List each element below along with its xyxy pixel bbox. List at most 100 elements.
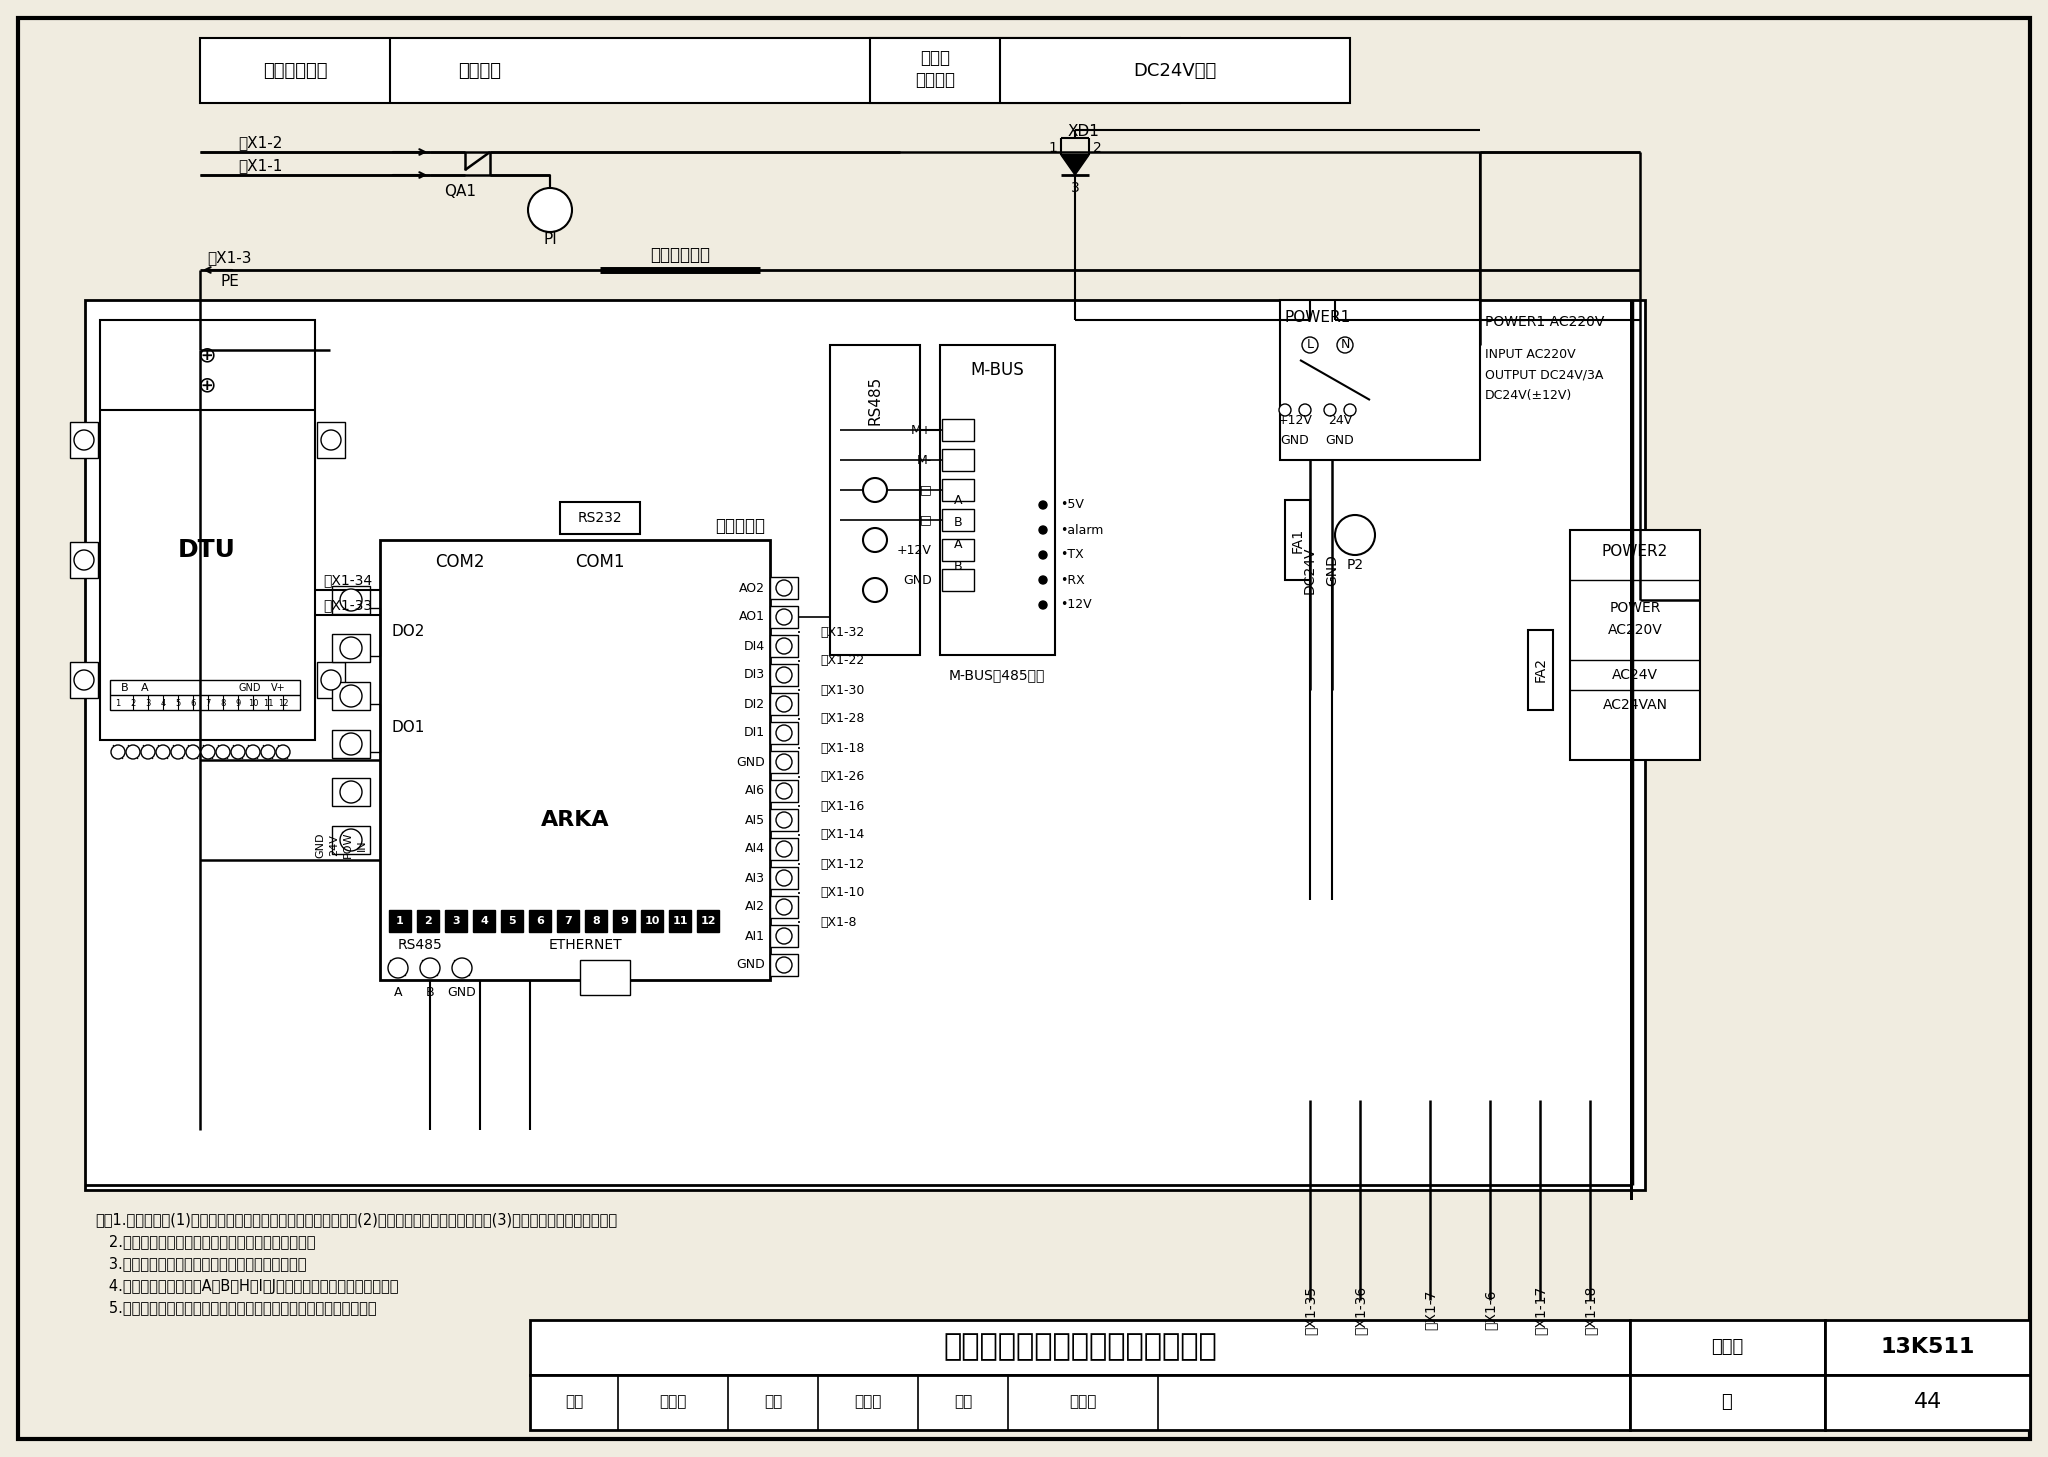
Text: 3: 3 — [1071, 181, 1079, 195]
Text: 11: 11 — [672, 916, 688, 927]
Text: 1: 1 — [1049, 141, 1057, 154]
Text: 设计: 设计 — [954, 1394, 973, 1409]
Circle shape — [528, 188, 571, 232]
Text: 至X1-10: 至X1-10 — [819, 886, 864, 899]
Circle shape — [1038, 526, 1047, 535]
Bar — [770, 694, 799, 715]
Text: 至X1-17: 至X1-17 — [1534, 1285, 1546, 1335]
Text: B: B — [954, 516, 963, 529]
Bar — [770, 838, 799, 860]
Circle shape — [322, 670, 342, 691]
Text: 至X1-26: 至X1-26 — [819, 771, 864, 784]
Circle shape — [260, 745, 274, 759]
Text: B: B — [121, 683, 129, 694]
Text: 至X1-28: 至X1-28 — [819, 712, 864, 726]
Circle shape — [74, 430, 94, 450]
Bar — [1571, 530, 1700, 761]
Text: 9: 9 — [236, 698, 240, 708]
Text: AI4: AI4 — [745, 842, 766, 855]
Bar — [70, 542, 98, 578]
Text: 2: 2 — [424, 916, 432, 927]
Bar — [444, 911, 467, 932]
Bar — [770, 577, 799, 599]
Text: DTU: DTU — [178, 538, 236, 562]
Circle shape — [776, 638, 793, 654]
Circle shape — [776, 667, 793, 683]
Text: 李武宁: 李武宁 — [854, 1394, 883, 1409]
Text: M+: M+ — [911, 424, 932, 437]
Bar — [100, 321, 315, 740]
Bar — [942, 420, 975, 441]
Text: 页: 页 — [1722, 1393, 1733, 1410]
Bar — [70, 661, 98, 698]
Text: AI2: AI2 — [745, 900, 766, 914]
Bar — [870, 38, 1350, 103]
Bar — [559, 503, 639, 535]
Circle shape — [776, 957, 793, 973]
Text: □: □ — [920, 513, 932, 526]
Text: DC24V: DC24V — [1303, 546, 1317, 594]
Circle shape — [340, 589, 362, 610]
Text: QA1: QA1 — [444, 185, 475, 200]
Text: 9: 9 — [621, 916, 629, 927]
Text: 至X1-2: 至X1-2 — [238, 136, 283, 150]
Circle shape — [201, 745, 215, 759]
Text: 电源指示: 电源指示 — [459, 63, 502, 80]
Text: 10: 10 — [248, 698, 258, 708]
Text: AO1: AO1 — [739, 610, 766, 624]
Circle shape — [322, 430, 342, 450]
Text: B: B — [954, 559, 963, 573]
Circle shape — [340, 685, 362, 707]
Text: DO2: DO2 — [391, 625, 424, 640]
Text: 12: 12 — [700, 916, 715, 927]
Text: GND: GND — [1280, 434, 1309, 446]
Bar — [332, 634, 371, 661]
Bar — [770, 750, 799, 774]
Text: AC24V: AC24V — [1612, 667, 1659, 682]
Text: POW: POW — [342, 832, 352, 858]
Text: A: A — [141, 683, 150, 694]
Text: 至X1-33: 至X1-33 — [324, 597, 373, 612]
Text: 5: 5 — [508, 916, 516, 927]
Circle shape — [340, 733, 362, 755]
Circle shape — [74, 549, 94, 570]
Circle shape — [340, 637, 362, 659]
Text: V+: V+ — [270, 683, 285, 694]
Text: GND: GND — [735, 756, 766, 768]
Text: 4: 4 — [160, 698, 166, 708]
Text: 至X1-6: 至X1-6 — [1483, 1289, 1497, 1330]
Circle shape — [776, 755, 793, 769]
Text: N: N — [1339, 338, 1350, 351]
Text: 2: 2 — [131, 698, 135, 708]
Circle shape — [862, 527, 887, 552]
Text: 7: 7 — [205, 698, 211, 708]
Text: 至X1-22: 至X1-22 — [819, 654, 864, 667]
Text: POWER: POWER — [1610, 600, 1661, 615]
Bar — [1630, 1375, 1825, 1429]
Bar — [580, 960, 631, 995]
Text: 8: 8 — [221, 698, 225, 708]
Text: 三孔插座: 三孔插座 — [915, 71, 954, 89]
Circle shape — [231, 745, 246, 759]
Circle shape — [1303, 337, 1319, 353]
Text: DI4: DI4 — [743, 640, 766, 653]
Bar — [418, 911, 438, 932]
Text: POWER1: POWER1 — [1284, 310, 1352, 325]
Text: A: A — [954, 494, 963, 507]
Text: •RX: •RX — [1061, 574, 1085, 587]
Text: B: B — [426, 985, 434, 998]
Bar — [770, 896, 799, 918]
Circle shape — [156, 745, 170, 759]
Text: 至X1-14: 至X1-14 — [819, 829, 864, 842]
Text: 至X1-32: 至X1-32 — [819, 625, 864, 638]
Text: POWER2: POWER2 — [1602, 545, 1669, 559]
Bar — [381, 541, 770, 981]
Bar — [942, 508, 975, 530]
Text: DI2: DI2 — [743, 698, 766, 711]
Bar — [942, 479, 975, 501]
Circle shape — [141, 745, 156, 759]
Text: 6: 6 — [537, 916, 545, 927]
Text: 至X1-18: 至X1-18 — [819, 742, 864, 755]
Circle shape — [776, 812, 793, 828]
Text: 至X1-34: 至X1-34 — [324, 573, 373, 587]
